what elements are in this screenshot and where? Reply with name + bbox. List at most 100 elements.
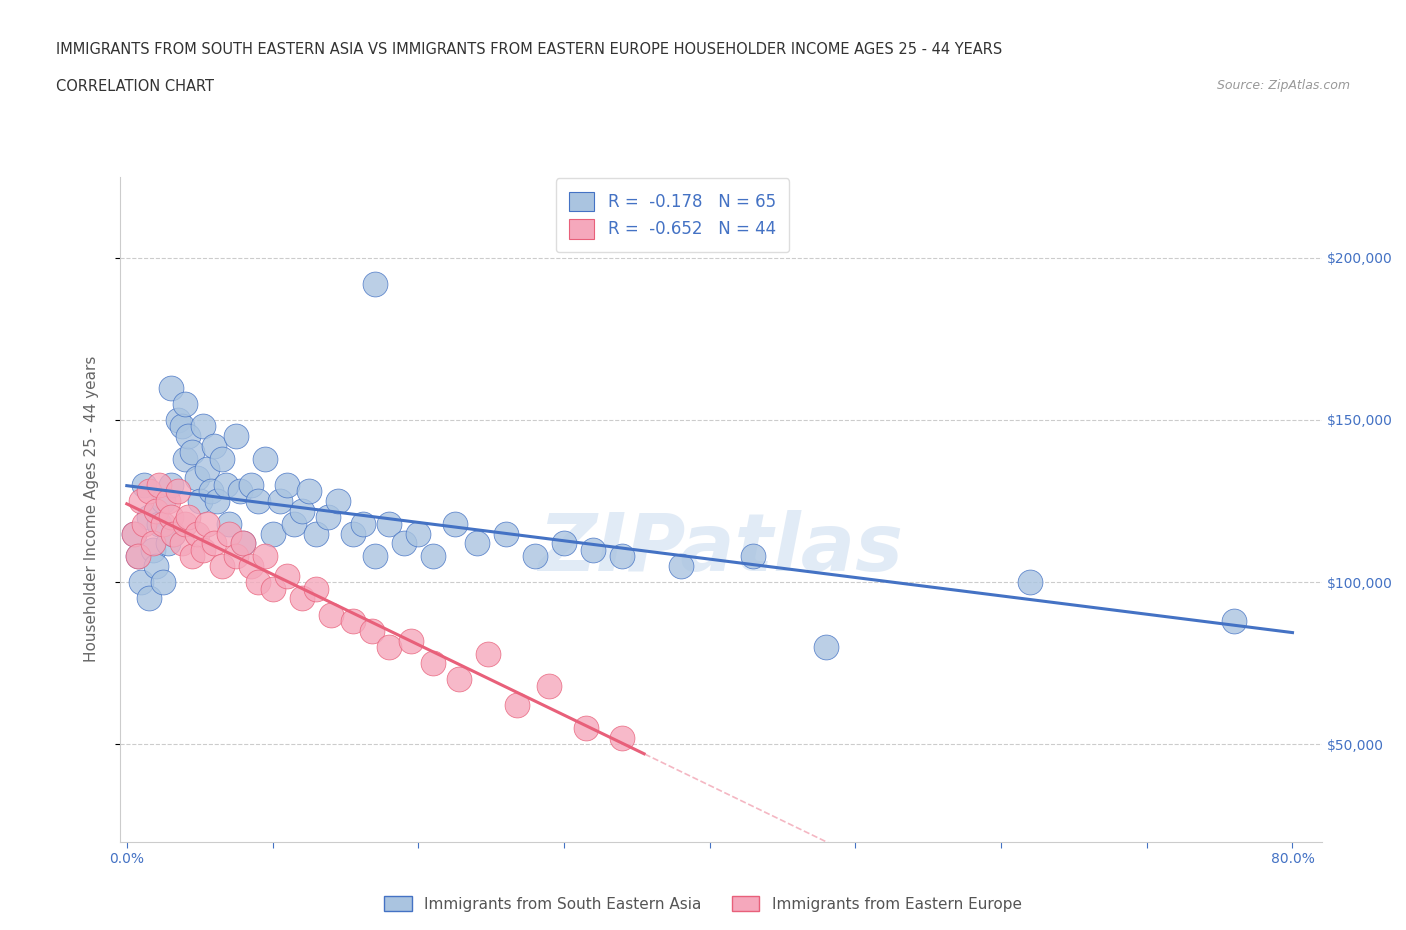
Point (156, 494, 179, 509)
Point (145, 503, 167, 518)
Point (172, 536, 194, 551)
Point (465, 536, 488, 551)
Legend: Immigrants from South Eastern Asia, Immigrants from Eastern Europe: Immigrants from South Eastern Asia, Immi… (378, 889, 1028, 918)
Point (148, 516, 170, 531)
Point (186, 471, 208, 485)
Point (342, 526, 364, 541)
Point (134, 477, 156, 492)
Point (239, 477, 262, 492)
Point (246, 575, 269, 590)
Point (191, 542, 214, 557)
Point (195, 516, 218, 531)
Point (152, 575, 174, 590)
Point (152, 494, 174, 509)
Point (283, 516, 305, 531)
Point (506, 698, 529, 713)
Point (142, 536, 165, 551)
Point (122, 526, 145, 541)
Point (553, 536, 575, 551)
Point (174, 451, 197, 466)
Point (276, 568, 298, 583)
Point (246, 494, 269, 509)
Point (138, 484, 160, 498)
Point (669, 559, 692, 574)
Point (1223, 614, 1246, 629)
Point (166, 484, 188, 498)
Point (211, 559, 233, 574)
Point (205, 494, 228, 509)
Text: CORRELATION CHART: CORRELATION CHART (56, 79, 214, 94)
Point (269, 494, 291, 509)
Point (225, 429, 247, 444)
Point (305, 581, 328, 596)
Point (225, 549, 247, 564)
Point (575, 721, 598, 736)
Point (162, 526, 184, 541)
Point (127, 549, 149, 564)
Point (159, 380, 181, 395)
Point (276, 477, 298, 492)
Point (422, 656, 444, 671)
Point (188, 494, 211, 509)
Point (378, 640, 401, 655)
Point (177, 429, 200, 444)
Point (342, 614, 364, 629)
Point (142, 542, 165, 557)
Point (291, 591, 314, 605)
Point (134, 516, 156, 531)
Point (254, 451, 277, 466)
Point (443, 516, 465, 531)
Point (232, 536, 254, 551)
Point (174, 516, 197, 531)
Point (200, 484, 222, 498)
Legend: R =  -0.178   N = 65, R =  -0.652   N = 44: R = -0.178 N = 65, R = -0.652 N = 44 (555, 179, 789, 252)
Point (177, 510, 200, 525)
Point (232, 536, 254, 551)
Point (159, 510, 181, 525)
Point (159, 477, 181, 492)
Point (360, 623, 382, 638)
Point (477, 646, 499, 661)
Point (152, 516, 174, 531)
Point (131, 575, 153, 590)
Point (239, 559, 262, 574)
Point (218, 516, 240, 531)
Point (392, 536, 415, 551)
Point (186, 526, 208, 541)
Point (363, 549, 385, 564)
Point (191, 419, 214, 434)
Point (291, 503, 314, 518)
Point (378, 516, 401, 531)
Point (523, 549, 546, 564)
Text: Source: ZipAtlas.com: Source: ZipAtlas.com (1216, 79, 1350, 92)
Point (612, 549, 634, 564)
Point (172, 419, 194, 434)
Point (319, 607, 342, 622)
Point (447, 672, 470, 687)
Point (195, 461, 218, 476)
Text: IMMIGRANTS FROM SOUTH EASTERN ASIA VS IMMIGRANTS FROM EASTERN EUROPE HOUSEHOLDER: IMMIGRANTS FROM SOUTH EASTERN ASIA VS IM… (56, 42, 1002, 57)
Point (316, 510, 339, 525)
Point (138, 510, 160, 525)
Point (538, 679, 561, 694)
Point (305, 526, 328, 541)
Point (1019, 575, 1042, 590)
Point (122, 526, 145, 541)
Point (145, 559, 167, 574)
Point (262, 581, 284, 596)
Point (399, 633, 422, 648)
Point (352, 516, 374, 531)
Point (262, 526, 284, 541)
Point (202, 438, 225, 453)
Point (495, 526, 517, 541)
Point (215, 477, 238, 492)
Text: ZIPatlas: ZIPatlas (538, 510, 903, 588)
Point (815, 640, 838, 655)
Point (127, 549, 149, 564)
Point (162, 526, 184, 541)
Point (202, 536, 225, 551)
Point (138, 591, 160, 605)
Point (229, 484, 252, 498)
Point (612, 730, 634, 745)
Point (298, 484, 321, 498)
